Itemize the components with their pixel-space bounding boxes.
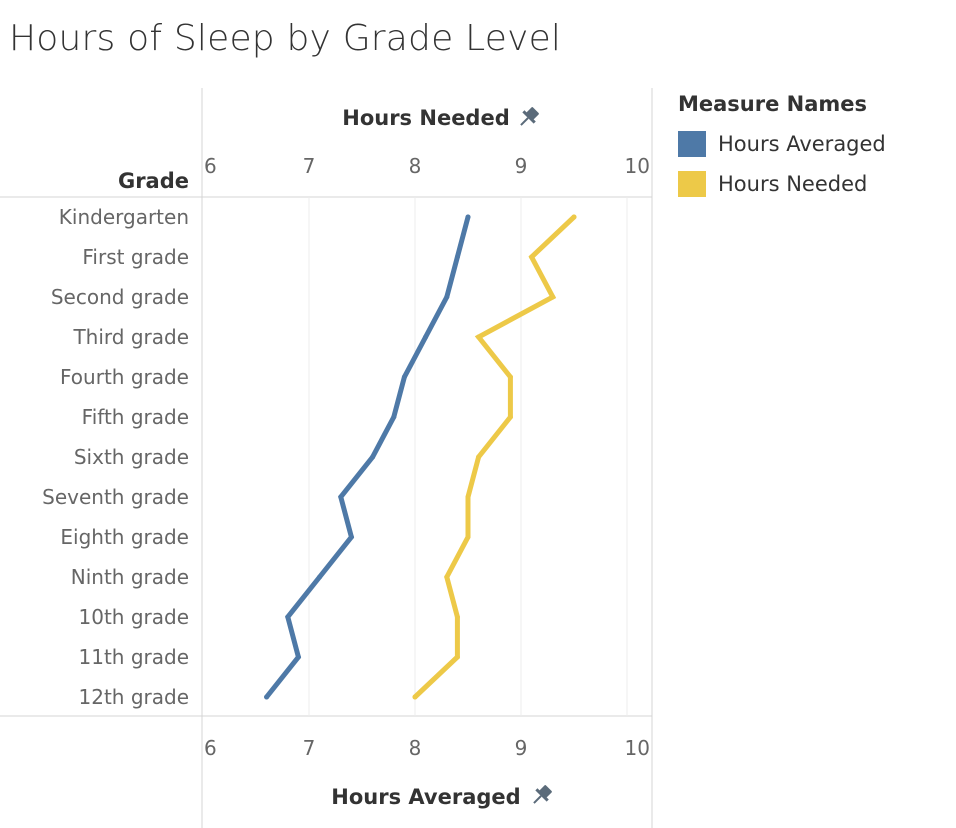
- data-point: [264, 694, 270, 700]
- data-point: [444, 294, 450, 300]
- top-tick-label: 6: [204, 154, 217, 178]
- legend-label: Hours Averaged: [718, 132, 886, 156]
- data-point: [465, 534, 471, 540]
- data-point: [317, 574, 323, 580]
- top-tick-label: 10: [625, 154, 650, 178]
- data-point: [444, 574, 450, 580]
- data-point: [454, 254, 460, 260]
- row-label: Ninth grade: [71, 565, 189, 589]
- bottom-axis-title: Hours Averaged: [331, 785, 520, 809]
- row-label: Kindergarten: [59, 205, 189, 229]
- series-lines: [264, 214, 577, 700]
- row-label: 11th grade: [79, 645, 190, 669]
- pin-shape: [520, 107, 539, 126]
- bottom-tick-label: 8: [409, 736, 422, 760]
- row-label: Fourth grade: [60, 365, 189, 389]
- data-point: [571, 214, 577, 220]
- row-label: Eighth grade: [60, 525, 189, 549]
- pin-collar: [535, 788, 549, 802]
- chart-frame: [0, 88, 653, 828]
- pin-shape: [533, 785, 552, 804]
- row-label: First grade: [82, 245, 189, 269]
- top-axis-title: Hours Needed: [342, 106, 510, 130]
- data-point: [370, 454, 376, 460]
- row-label: Fifth grade: [82, 405, 189, 429]
- pin-needle: [520, 117, 529, 126]
- row-label: Seventh grade: [42, 485, 189, 509]
- row-labels: Kindergarten First grade Second grade Third…: [42, 205, 189, 709]
- series-line-hours-needed: [412, 214, 577, 700]
- bottom-tick-label: 6: [204, 736, 217, 760]
- data-point: [348, 534, 354, 540]
- bottom-axis-ticks: 6 7 8 9 10: [204, 736, 650, 760]
- row-label: Third grade: [72, 325, 189, 349]
- data-point: [507, 374, 513, 380]
- top-tick-label: 8: [409, 154, 422, 178]
- data-point: [454, 614, 460, 620]
- data-point: [465, 494, 471, 500]
- legend: Measure Names Hours Averaged Hours Neede…: [678, 92, 886, 204]
- chart-title: Hours of Sleep by Grade Level: [9, 18, 562, 59]
- data-point: [391, 414, 397, 420]
- data-point: [465, 214, 471, 220]
- top-tick-label: 9: [515, 154, 528, 178]
- legend-swatch: [678, 131, 706, 157]
- data-point: [454, 654, 460, 660]
- data-point: [412, 694, 418, 700]
- series-line-hours-averaged: [264, 214, 471, 700]
- pin-collar: [522, 110, 536, 124]
- legend-title: Measure Names: [678, 92, 868, 116]
- row-label: 10th grade: [79, 605, 190, 629]
- row-label: Second grade: [51, 285, 189, 309]
- data-point: [423, 334, 429, 340]
- data-point: [285, 614, 291, 620]
- data-point: [401, 374, 407, 380]
- legend-label: Hours Needed: [718, 172, 868, 196]
- data-point: [507, 414, 513, 420]
- legend-item-hours-needed[interactable]: Hours Needed: [678, 164, 886, 204]
- legend-swatch: [678, 171, 706, 197]
- data-point: [550, 294, 556, 300]
- data-point: [338, 494, 344, 500]
- data-point: [295, 654, 301, 660]
- legend-item-hours-averaged[interactable]: Hours Averaged: [678, 124, 886, 164]
- row-header-grade: Grade: [118, 169, 189, 193]
- data-point: [476, 334, 482, 340]
- top-tick-label: 7: [303, 154, 316, 178]
- gridlines: [308, 197, 628, 716]
- top-axis-ticks: 6 7 8 9 10: [204, 154, 650, 178]
- pin-needle: [533, 795, 542, 804]
- pin-icon[interactable]: [528, 783, 554, 809]
- bottom-tick-label: 9: [515, 736, 528, 760]
- data-point: [476, 454, 482, 460]
- bottom-tick-label: 7: [303, 736, 316, 760]
- row-label: 12th grade: [79, 685, 190, 709]
- row-label: Sixth grade: [74, 445, 189, 469]
- data-point: [529, 254, 535, 260]
- pin-icon[interactable]: [515, 105, 541, 131]
- bottom-tick-label: 10: [625, 736, 650, 760]
